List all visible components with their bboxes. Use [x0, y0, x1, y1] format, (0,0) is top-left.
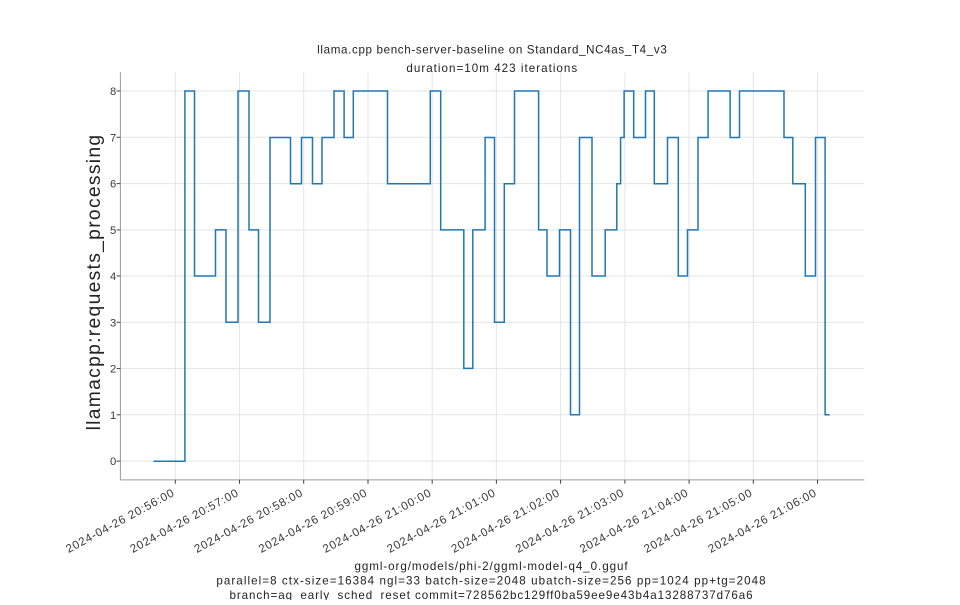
svg-text:7: 7 — [110, 132, 116, 144]
svg-text:branch=ag_early_sched_reset co: branch=ag_early_sched_reset commit=72856… — [229, 589, 753, 600]
svg-text:4: 4 — [110, 271, 116, 283]
svg-text:llamacpp:requests_processing: llamacpp:requests_processing — [84, 134, 105, 431]
svg-text:8: 8 — [110, 86, 116, 98]
svg-text:5: 5 — [110, 225, 116, 237]
svg-text:3: 3 — [110, 317, 116, 329]
svg-text:duration=10m 423 iterations: duration=10m 423 iterations — [406, 62, 578, 75]
svg-text:llama.cpp bench-server-baselin: llama.cpp bench-server-baseline on Stand… — [317, 44, 667, 57]
svg-text:2: 2 — [110, 364, 116, 376]
svg-text:0: 0 — [110, 456, 116, 468]
svg-text:ggml-org/models/phi-2/ggml-mod: ggml-org/models/phi-2/ggml-model-q4_0.gg… — [354, 560, 628, 573]
svg-text:1: 1 — [110, 410, 116, 422]
svg-text:parallel=8 ctx-size=16384 ngl=: parallel=8 ctx-size=16384 ngl=33 batch-s… — [216, 575, 766, 588]
svg-text:6: 6 — [110, 179, 116, 191]
